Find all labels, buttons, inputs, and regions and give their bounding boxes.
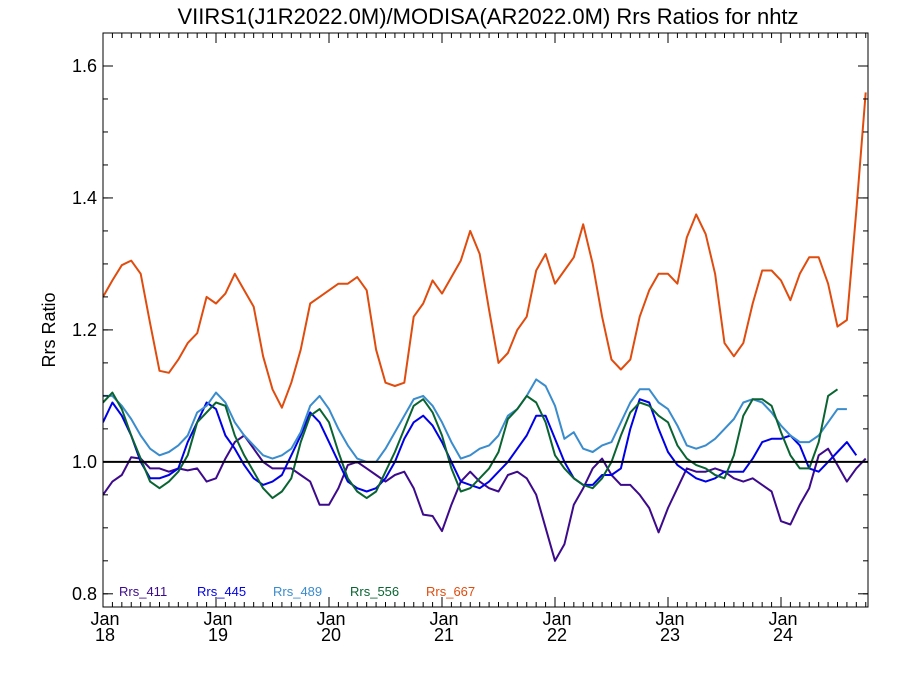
x-tick-year-label: 20: [321, 625, 341, 645]
y-tick-label: 1.0: [72, 452, 97, 472]
x-tick-year-label: 22: [547, 625, 567, 645]
y-tick-label: 1.6: [72, 56, 97, 76]
y-tick-label: 0.8: [72, 584, 97, 604]
series-layer: [103, 92, 867, 562]
x-tick-month-label: Jan: [90, 609, 119, 629]
x-tick-year-label: 24: [773, 625, 793, 645]
x-tick-month-label: Jan: [316, 609, 345, 629]
legend-label-rrs-445: Rrs_445: [197, 584, 246, 599]
series-line-rrs-445: [103, 398, 858, 493]
x-tick-month-label: Jan: [542, 609, 571, 629]
x-tick-month-label: Jan: [768, 609, 797, 629]
plot-frame: [102, 32, 869, 608]
legend-label-rrs-411: Rrs_411: [119, 584, 167, 599]
x-tick-year-label: 19: [208, 625, 228, 645]
x-tick-month-label: Jan: [655, 609, 684, 629]
legend: Rrs_411 Rrs_445 Rrs_489 Rrs_556 Rrs_667: [119, 584, 475, 599]
y-tick-label: 1.2: [72, 320, 97, 340]
series-line-rrs-411: [103, 434, 867, 562]
y-axis-label: Rrs Ratio: [39, 292, 59, 367]
x-tick-year-label: 23: [660, 625, 680, 645]
y-tick-label: 1.4: [72, 188, 97, 208]
legend-label-rrs-667: Rrs_667: [426, 584, 475, 599]
series-line-rrs-489: [103, 378, 847, 463]
legend-label-rrs-489: Rrs_489: [273, 584, 322, 599]
series-line-rrs-667: [103, 92, 867, 409]
legend-label-rrs-556: Rrs_556: [350, 584, 399, 599]
chart-title: VIIRS1(J1R2022.0M)/MODISA(AR2022.0M) Rrs…: [177, 4, 798, 29]
x-tick-month-label: Jan: [429, 609, 458, 629]
x-tick-year-label: 21: [434, 625, 454, 645]
x-tick-month-label: Jan: [203, 609, 232, 629]
y-ticks: 0.8 1.0 1.2 1.4 1.6: [72, 56, 868, 604]
series-line-rrs-556: [103, 388, 839, 500]
x-tick-year-label: 18: [95, 625, 115, 645]
